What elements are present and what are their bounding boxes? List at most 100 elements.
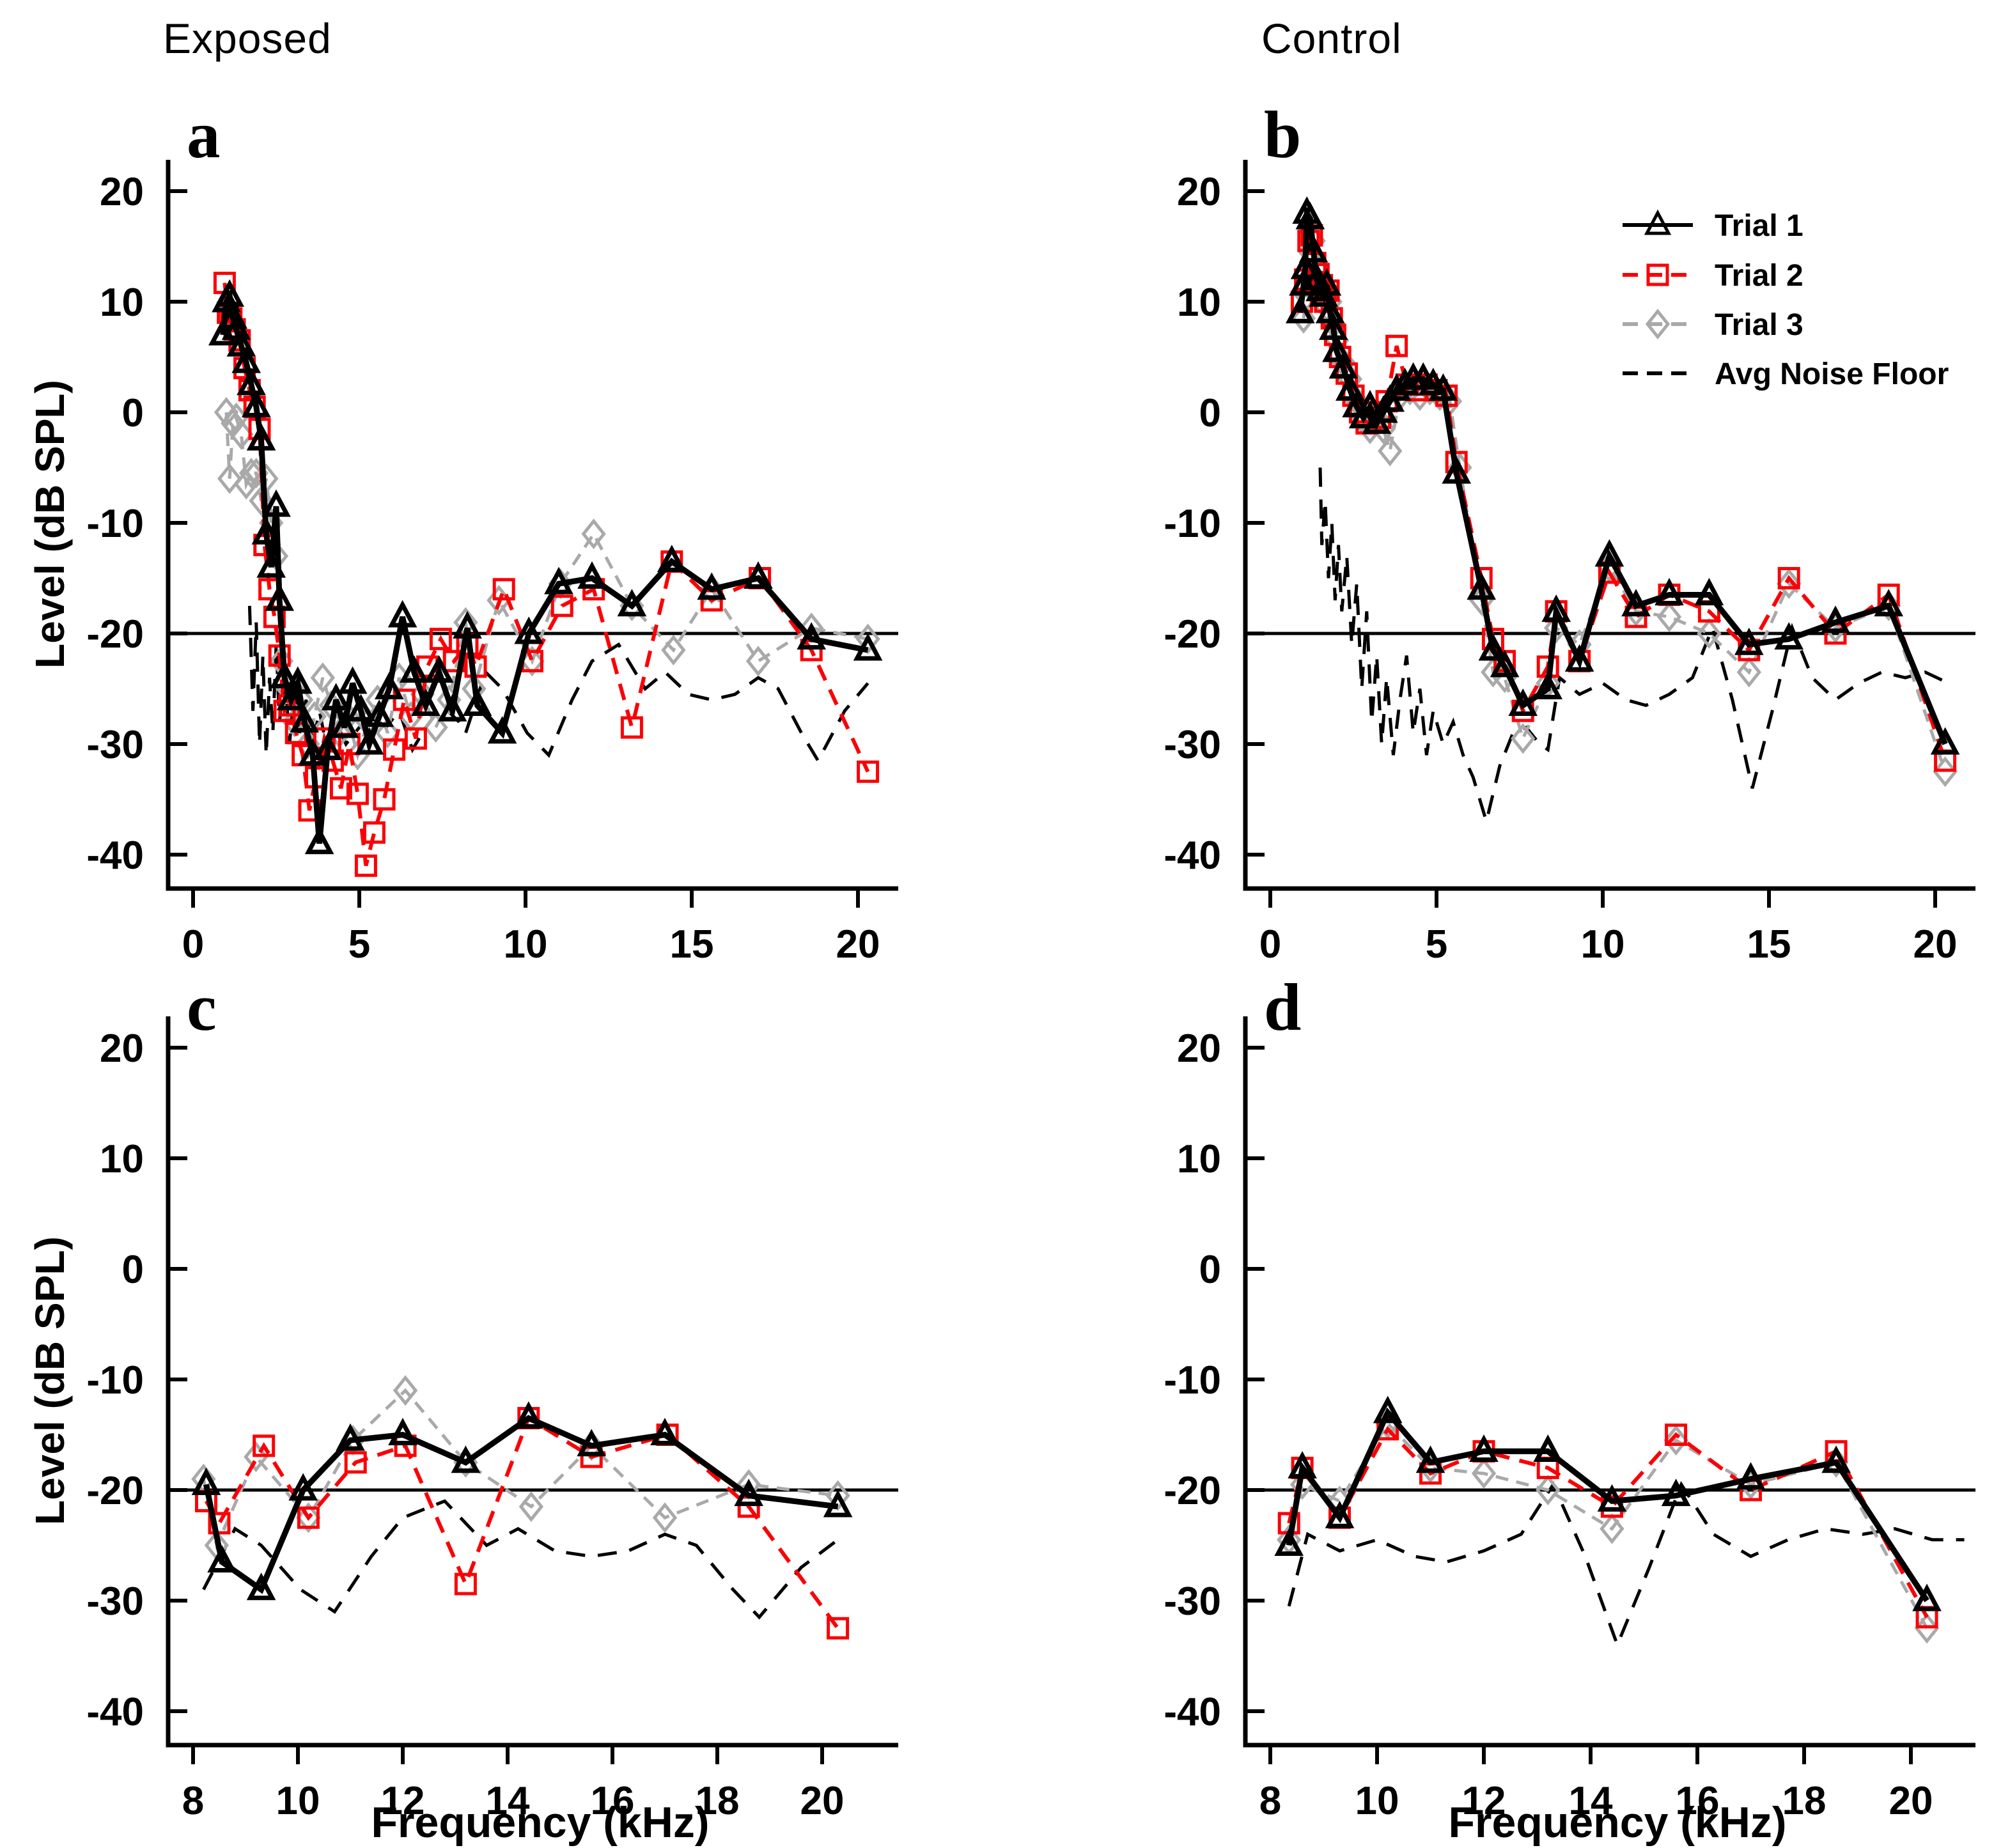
trial-1-marker [1533, 1434, 1563, 1462]
panel-c-letter: c [187, 970, 217, 1044]
series-avg-noise-floor [247, 605, 869, 765]
trial-1-marker [329, 710, 359, 738]
x-tick-label: 14 [1569, 1779, 1613, 1823]
trial-1-marker [1415, 1445, 1445, 1473]
y-tick-label: 0 [1199, 1248, 1221, 1292]
trial-3-marker [375, 717, 400, 749]
x-tick-label: 5 [1426, 922, 1447, 967]
series-trial-2 [195, 1407, 850, 1640]
y-tick-label: -30 [86, 1580, 144, 1624]
trial-2-marker [550, 594, 573, 617]
y-tick-label: 10 [100, 1137, 144, 1181]
trial-1-marker [451, 1445, 481, 1473]
column-title-control: Control [1261, 15, 1402, 62]
trial-2-marker [383, 738, 406, 761]
trial-3-marker [825, 1480, 850, 1511]
series-avg-noise-floor [1318, 467, 1949, 828]
y-axis-label-top: Level (dB SPL) [27, 380, 73, 669]
trial-2-marker [454, 1572, 477, 1596]
series-avg-noise-floor [1287, 1480, 1965, 1650]
trial-1-marker [191, 1467, 221, 1495]
trial-3-marker [661, 634, 686, 665]
trial-1-marker [226, 329, 256, 357]
trial-1-marker [313, 733, 343, 761]
trial-1-marker [1290, 251, 1320, 279]
trial-3-marker [1876, 590, 1901, 621]
y-tick-label: 10 [1177, 281, 1221, 325]
trial-1-marker [1469, 1434, 1499, 1462]
trial-1-marker [1274, 1528, 1304, 1556]
trial-1-marker [1597, 1484, 1627, 1512]
trial-1-marker [1508, 688, 1538, 716]
trial-1-marker [1930, 727, 1960, 755]
x-tick-label: 18 [696, 1779, 740, 1823]
y-tick-label: -20 [86, 1469, 144, 1513]
trial-1-marker [1564, 644, 1594, 672]
trial-2-marker [857, 760, 880, 783]
trial-3-marker [1736, 656, 1762, 688]
panel-c: 20 10 0 -10 -20 -30 -40 8 10 12 14 16 18 20 [86, 1016, 898, 1823]
panel-b-letter: b [1264, 97, 1302, 172]
trial-3-marker [1510, 723, 1536, 754]
trial-1-marker [338, 666, 368, 694]
trial-3-marker [581, 518, 606, 550]
y-tick-label: 10 [1177, 1137, 1221, 1181]
trial-3-marker [1377, 435, 1403, 467]
trial-3-marker [1776, 568, 1802, 600]
legend: Trial 1 Trial 2 Trial 3 Avg Noise Floor [1623, 209, 1949, 391]
trial-3-marker [296, 1502, 321, 1534]
panel-a-letter: a [187, 97, 221, 172]
x-tick-label: 0 [1259, 922, 1281, 967]
trial-1-marker [1661, 1479, 1691, 1507]
trial-1-marker [1533, 672, 1563, 699]
trial-1-marker [1694, 577, 1724, 605]
y-tick-label: 0 [1199, 391, 1221, 435]
trial-3-marker [652, 1502, 678, 1534]
trial-1-marker [437, 694, 467, 722]
trial-1-line [1297, 203, 1948, 745]
x-tick-label: 16 [1676, 1779, 1720, 1823]
trial-1-line [1286, 1407, 1929, 1603]
y-tick-label: -20 [86, 612, 144, 656]
trial-3-marker [423, 712, 448, 743]
trial-3-marker [1656, 602, 1682, 633]
x-tick-label: 10 [276, 1779, 320, 1823]
trial-1-marker [853, 633, 883, 661]
trial-1-marker [246, 423, 276, 451]
trial-1-marker [657, 545, 687, 573]
y-tick-label: 20 [1177, 170, 1221, 214]
trial-1-marker [336, 1423, 365, 1451]
trial-3-marker [1291, 302, 1316, 334]
trial-3-marker [1914, 1613, 1940, 1644]
trial-2-marker [492, 578, 515, 601]
trial-3-marker [229, 419, 254, 450]
trial-1-marker [1467, 572, 1497, 600]
trial-2-marker [354, 854, 377, 877]
trial-1-marker [1373, 1395, 1403, 1424]
trial-1-marker [1298, 235, 1328, 263]
y-tick-label: -40 [1164, 834, 1221, 878]
trial-2-marker [253, 1434, 276, 1457]
x-tick-label: 20 [1889, 1779, 1933, 1823]
x-tick-label: 20 [836, 922, 880, 967]
trial-2-marker [268, 644, 291, 667]
panel-a: 20 10 0 -10 -20 -30 -40 0 5 10 15 20 [86, 160, 898, 967]
trial-2-marker [346, 782, 369, 805]
column-title-exposed: Exposed [163, 15, 332, 62]
trial-1-marker [1335, 373, 1365, 401]
x-tick-label: 15 [670, 922, 714, 967]
y-tick-label: -40 [86, 1690, 144, 1734]
trial-1-marker [513, 1401, 543, 1429]
trial-1-marker [1390, 368, 1420, 396]
trial-2-marker [620, 716, 643, 739]
legend-label-trial-2: Trial 2 [1715, 259, 1803, 293]
x-tick-label: 12 [1462, 1779, 1506, 1823]
trial-1-marker [288, 1473, 318, 1501]
trial-1-marker [1295, 201, 1325, 229]
trial-1-marker [270, 660, 299, 688]
trial-1-marker [1594, 539, 1624, 567]
x-tick-label: 8 [182, 1779, 204, 1823]
trial-1-marker [283, 666, 313, 694]
trial-1-marker [1288, 1450, 1317, 1479]
